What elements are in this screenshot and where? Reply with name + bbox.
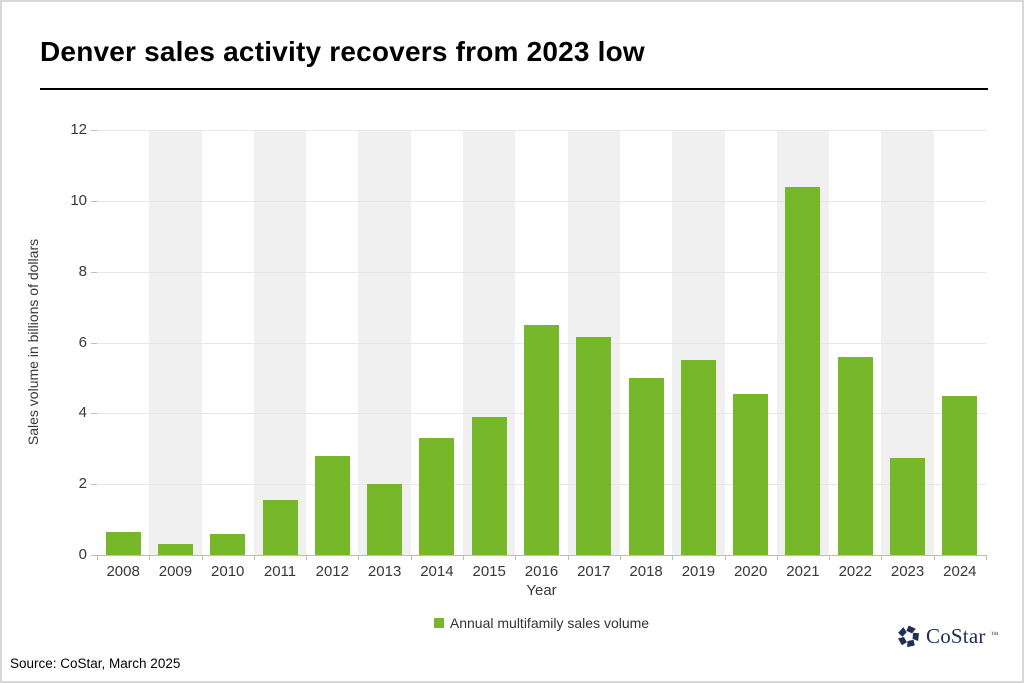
y-axis-tick	[91, 484, 97, 486]
x-axis-tick	[149, 555, 151, 560]
y-axis-tick	[91, 342, 97, 344]
x-axis-tick	[619, 555, 621, 560]
x-axis-title: Year	[526, 582, 557, 599]
costar-logo-trademark: ™	[990, 630, 999, 639]
x-axis-tick	[306, 555, 308, 560]
bar-2009	[157, 544, 193, 555]
x-tick-label: 2010	[211, 563, 245, 580]
bar-2023	[890, 457, 926, 555]
x-axis-tick	[97, 555, 98, 560]
y-tick-label: 10	[70, 191, 87, 209]
x-tick-label: 2024	[943, 563, 977, 580]
x-axis-line	[97, 555, 987, 556]
y-axis-tick	[91, 130, 97, 131]
x-tick-label: 2011	[263, 563, 297, 580]
bar-2022	[837, 356, 873, 555]
x-axis-tick	[253, 555, 255, 560]
y-tick-label: 8	[78, 262, 87, 280]
x-axis-tick	[933, 555, 935, 560]
x-axis-tick	[515, 555, 517, 560]
x-tick-label: 2023	[890, 563, 925, 580]
bar-2017	[576, 337, 612, 555]
x-axis-tick	[358, 555, 360, 560]
x-axis-tick	[410, 555, 412, 560]
title-underline	[40, 88, 988, 90]
costar-logo-icon	[898, 625, 919, 648]
y-axis-tick	[91, 271, 97, 273]
x-axis-tick	[881, 555, 883, 560]
y-tick-label: 2	[78, 475, 87, 493]
x-tick-label: 2016	[524, 563, 559, 580]
y-tick-label: 6	[78, 333, 87, 351]
legend-label: Annual multifamily sales volume	[449, 615, 650, 631]
gridline	[97, 271, 986, 273]
x-tick-label: 2013	[367, 563, 402, 580]
bar-2010	[210, 533, 246, 555]
y-axis-tick	[91, 413, 97, 415]
x-tick-label: 2021	[786, 563, 820, 580]
x-axis-tick	[567, 555, 569, 560]
legend-swatch	[433, 618, 444, 628]
y-tick-label: 12	[70, 121, 87, 138]
x-tick-label: 2019	[681, 563, 716, 580]
x-tick-label: 2015	[472, 563, 506, 580]
x-axis-tick	[463, 555, 465, 560]
bar-2019	[680, 360, 716, 555]
y-axis-tick	[91, 200, 97, 202]
bar-2020	[733, 393, 769, 555]
bar-2024	[942, 395, 978, 555]
x-axis-tick	[724, 555, 726, 560]
costar-logo: CoStar ™	[896, 624, 998, 649]
x-tick-label: 2012	[315, 563, 349, 580]
x-tick-label: 2008	[106, 563, 140, 580]
x-tick-label: 2009	[158, 563, 193, 580]
x-tick-label: 2020	[733, 563, 768, 580]
bar-2011	[262, 500, 298, 555]
y-axis-tick	[91, 555, 97, 556]
x-tick-label: 2018	[629, 563, 663, 580]
x-axis-tick	[672, 555, 674, 560]
source-note: Source: CoStar, March 2025	[10, 656, 181, 671]
x-axis-tick	[986, 555, 987, 560]
x-tick-label: 2014	[420, 563, 454, 580]
x-tick-label: 2017	[577, 563, 611, 580]
bar-2014	[419, 438, 455, 555]
y-tick-label: 0	[78, 546, 87, 563]
x-axis-tick	[829, 555, 831, 560]
legend: Annual multifamily sales volume	[97, 615, 986, 631]
bar-2012	[314, 455, 350, 555]
costar-logo-text: CoStar	[926, 624, 986, 648]
gridline	[97, 200, 986, 202]
y-axis-title: Sales volume in billions of dollars	[25, 238, 41, 446]
gridline	[97, 130, 986, 131]
bar-2015	[471, 416, 507, 555]
x-axis-tick	[776, 555, 778, 560]
bar-2013	[367, 484, 403, 555]
y-tick-label: 4	[78, 404, 87, 422]
x-tick-label: 2022	[838, 563, 872, 580]
bar-2016	[524, 324, 559, 555]
bar-2008	[105, 531, 141, 555]
chart-title: Denver sales activity recovers from 2023…	[40, 36, 645, 67]
bar-2018	[628, 377, 664, 555]
bar-2021	[785, 186, 821, 555]
x-axis-tick	[201, 555, 203, 560]
